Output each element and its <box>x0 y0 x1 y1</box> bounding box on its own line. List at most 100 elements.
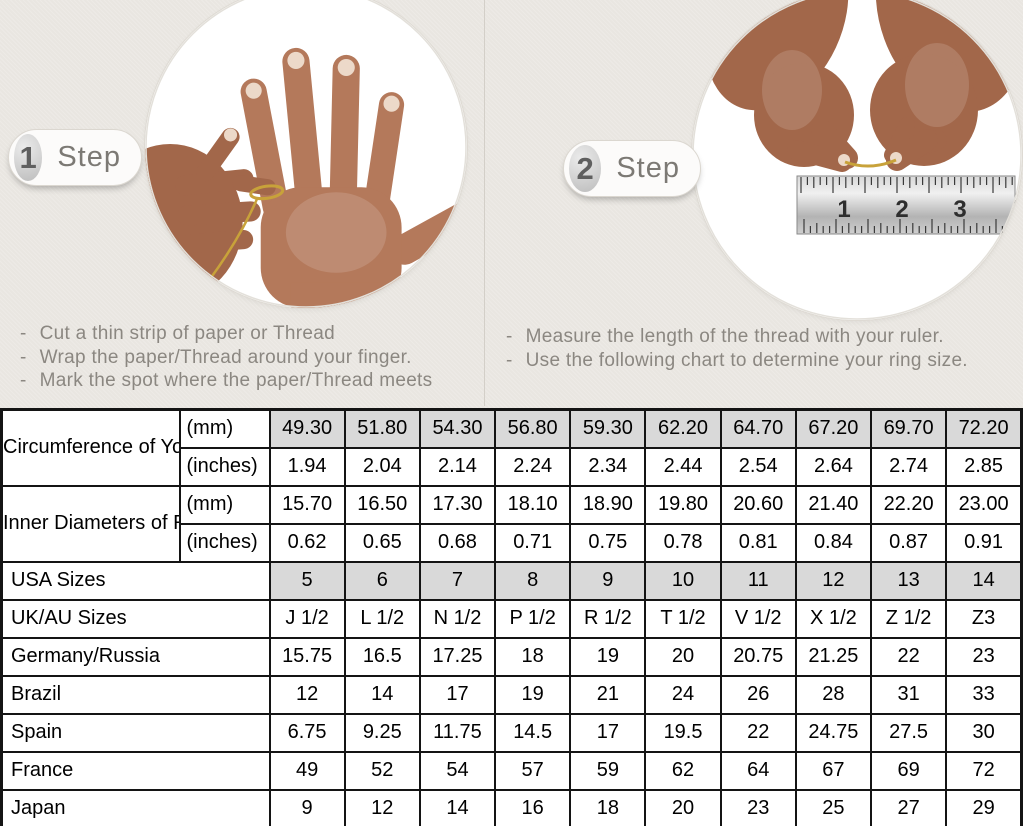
instruction-line: - Measure the length of the thread with y… <box>506 325 968 349</box>
left-hand <box>705 0 858 172</box>
instruction-text: Measure the length of the thread with yo… <box>525 326 944 347</box>
table-cell: 22 <box>869 636 948 677</box>
instruction-text: Mark the spot where the paper/Thread mee… <box>39 370 433 391</box>
table-row: (inches) 1.94 2.04 2.14 2.24 2.34 2.44 2.54 2.64… <box>2 446 1023 487</box>
table-cell: 22 <box>719 712 797 753</box>
table-cell: J 1/2 <box>268 598 346 639</box>
table-cell: 59.30 <box>569 408 647 449</box>
table-cell: 52 <box>343 750 421 791</box>
table-cell: 6.75 <box>268 712 346 753</box>
table-cell: 64 <box>719 750 797 791</box>
table-cell: 25 <box>794 788 873 826</box>
table-cell: 16.5 <box>343 636 421 677</box>
table-cell: 10 <box>644 560 722 601</box>
table-cell: 20.60 <box>719 484 797 525</box>
table-cell: 1.94 <box>268 446 346 487</box>
table-cell: 24 <box>644 674 722 715</box>
table-cell: 17 <box>569 712 647 753</box>
table-cell: 6 <box>343 560 421 601</box>
step1-instructions: - Cut a thin strip of paper or Thread - Wra… <box>20 322 432 393</box>
fingernail <box>287 51 305 70</box>
table-cell: 18 <box>494 636 572 677</box>
thread <box>208 184 285 281</box>
table-cell: 16 <box>494 788 572 826</box>
table-cell: 51.80 <box>343 408 421 449</box>
step2-badge: 2 Step <box>563 140 701 197</box>
ruler-number: 3 <box>953 196 966 223</box>
table-cell: 20.75 <box>719 636 797 677</box>
table-row: USA Sizes 5 6 7 8 9 10 11 12 13 14 <box>0 560 1023 601</box>
table-cell: 21 <box>569 674 647 715</box>
row-group-label: Inner Diameters of Rings <box>0 484 181 563</box>
table-cell: 0.78 <box>644 522 722 563</box>
table-cell: 30 <box>945 712 1023 753</box>
table-cell: 5 <box>268 560 346 601</box>
ruler-number: 1 <box>837 196 850 223</box>
table-cell: R 1/2 <box>569 598 647 639</box>
table-cell: 0.65 <box>343 522 421 563</box>
bullet-dash: - <box>20 370 27 391</box>
table-cell: 67 <box>794 750 873 791</box>
row-unit-label: (inches) <box>178 522 271 563</box>
step2-instructions: - Measure the length of the thread with y… <box>506 325 968 372</box>
table-cell: 2.44 <box>644 446 722 487</box>
measuring-with-ruler-illustration: 1 2 3 <box>692 0 1022 320</box>
table-cell: Z3 <box>945 598 1023 639</box>
instruction-line: - Use the following chart to determine yo… <box>506 349 968 373</box>
table-cell: P 1/2 <box>494 598 572 639</box>
table-cell: Z 1/2 <box>869 598 948 639</box>
table-cell: 54.30 <box>418 408 497 449</box>
hand-with-thread-illustration <box>145 0 467 308</box>
table-cell: 2.64 <box>794 446 873 487</box>
table-cell: 9 <box>569 560 647 601</box>
table-cell: 69 <box>869 750 948 791</box>
table-cell: 19.5 <box>644 712 722 753</box>
table-cell: 49.30 <box>268 408 346 449</box>
row-label: Japan <box>0 788 271 826</box>
step1-number: 1 <box>14 134 43 181</box>
table-cell: 56.80 <box>494 408 572 449</box>
table-cell: 0.81 <box>719 522 797 563</box>
step2-photo: 1 2 3 <box>692 0 1022 320</box>
table-cell: 2.14 <box>418 446 497 487</box>
ruler-ticks <box>800 177 1016 233</box>
table-cell: 64.70 <box>719 408 797 449</box>
row-unit-label: (inches) <box>178 446 271 487</box>
ring-size-table-body: Circumference of Your Finger(mm)49.3051.… <box>0 408 1023 826</box>
table-cell: 0.87 <box>869 522 948 563</box>
table-cell: 18 <box>569 788 647 826</box>
table-cell: 7 <box>418 560 497 601</box>
table-cell: 19 <box>494 674 572 715</box>
table-cell: 14 <box>418 788 497 826</box>
instruction-text: Use the following chart to determine you… <box>525 349 968 371</box>
table-cell: 11 <box>719 560 797 601</box>
table-cell: 0.62 <box>268 522 346 563</box>
table-row: Inner Diameters of Rings(mm)15.7016.5017… <box>0 484 1023 563</box>
ruler-number: 2 <box>895 196 908 223</box>
row-group-label: Circumference of Your Finger <box>0 408 181 487</box>
table-cell: 2.74 <box>869 446 948 487</box>
instruction-line: - Mark the spot where the paper/Thread me… <box>20 369 432 393</box>
table-cell: 23 <box>945 636 1023 677</box>
table-row: (inches) 0.62 0.65 0.68 0.71 0.75 0.78 0.81 0.84… <box>2 522 1023 563</box>
table-cell: 0.75 <box>569 522 647 563</box>
row-label: USA Sizes <box>0 560 271 601</box>
table-cell: 14 <box>343 674 421 715</box>
table-cell: L 1/2 <box>343 598 421 639</box>
table-row: UK/AU Sizes J 1/2 L 1/2 N 1/2 P 1/2 R 1/2 T 1/… <box>0 598 1023 639</box>
table-cell: 29 <box>945 788 1023 826</box>
table-cell: 20 <box>644 788 722 826</box>
bullet-dash: - <box>20 346 27 368</box>
table-cell: X 1/2 <box>794 598 873 639</box>
table-cell: 20 <box>644 636 722 677</box>
table-cell: 54 <box>418 750 497 791</box>
table-cell: 2.85 <box>945 446 1023 487</box>
row-label: Brazil <box>0 674 271 715</box>
table-cell: 28 <box>794 674 873 715</box>
instruction-text: Wrap the paper/Thread around your finger… <box>39 346 412 368</box>
row-label: Spain <box>0 712 271 753</box>
table-cell: 14.5 <box>494 712 572 753</box>
table-cell: 13 <box>869 560 948 601</box>
table-cell: 9.25 <box>343 712 421 753</box>
